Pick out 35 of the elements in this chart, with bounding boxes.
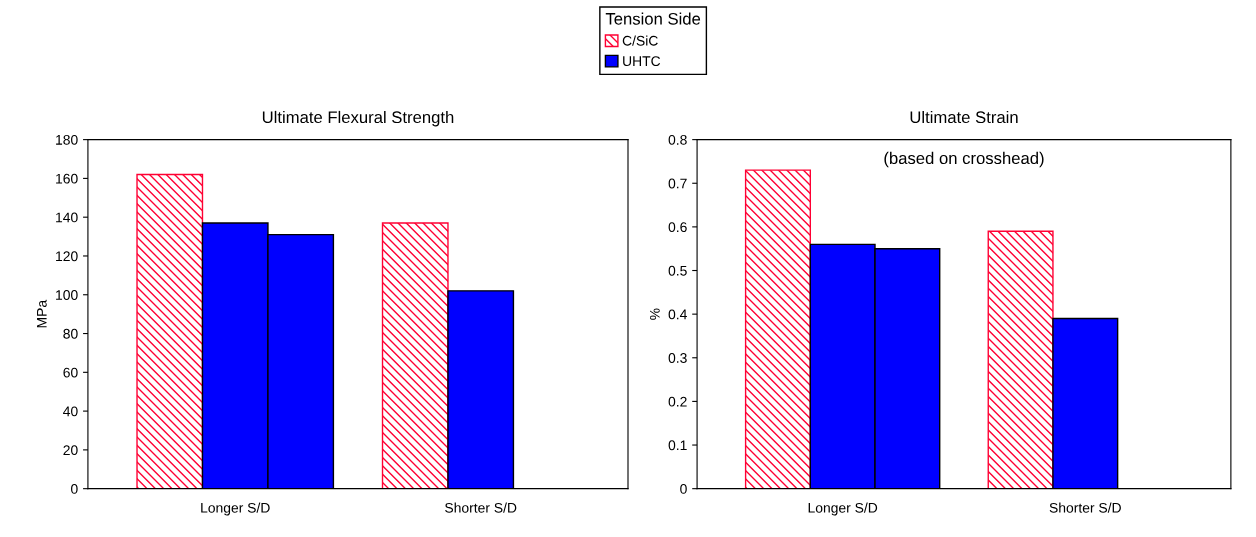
bar (987, 230, 1054, 489)
y-tick-label: 20 (63, 445, 78, 456)
y-tick-label: 140 (56, 212, 78, 223)
y-tick-label: 0.4 (668, 309, 687, 320)
chart-title: Ultimate Flexural Strength (262, 110, 454, 127)
y-tick-label: 0.5 (668, 265, 687, 276)
x-tick-label: Shorter S/D (445, 502, 517, 513)
y-tick-label: 0.3 (668, 353, 687, 363)
x-tick-label: Longer S/D (808, 502, 878, 516)
text: (based on crosshead) (884, 151, 1044, 168)
y-axis-title: % (649, 308, 660, 320)
y-tick-label: 40 (63, 406, 78, 417)
y-tick-label: 80 (63, 328, 78, 339)
y-tick-label: 0 (71, 484, 78, 494)
legend-label: C/SiC (622, 35, 658, 46)
x-tick-label: Shorter S/D (1049, 502, 1121, 513)
y-tick-label: 100 (56, 290, 78, 300)
y-tick-label: 60 (63, 367, 78, 378)
bar (744, 169, 812, 489)
y-tick-label: 0.6 (668, 222, 687, 233)
y-tick-label: 0.7 (668, 178, 687, 189)
legend-label: UHTC (623, 56, 661, 67)
bar (381, 222, 449, 489)
y-tick-label: 120 (56, 251, 78, 262)
y-tick-label: 0.8 (668, 134, 687, 145)
chart-title: Ultimate Strain (910, 110, 1018, 124)
y-axis-title: MPa (37, 299, 47, 328)
x-tick-label: Longer S/D (201, 502, 270, 516)
y-tick-label: 0.1 (668, 440, 687, 451)
y-tick-label: 0 (680, 484, 687, 494)
legend-title: Tension Side (605, 12, 701, 25)
bar (136, 173, 204, 489)
y-tick-label: 160 (56, 173, 78, 184)
y-tick-label: 0.2 (668, 396, 687, 407)
y-tick-label: 180 (56, 134, 78, 145)
